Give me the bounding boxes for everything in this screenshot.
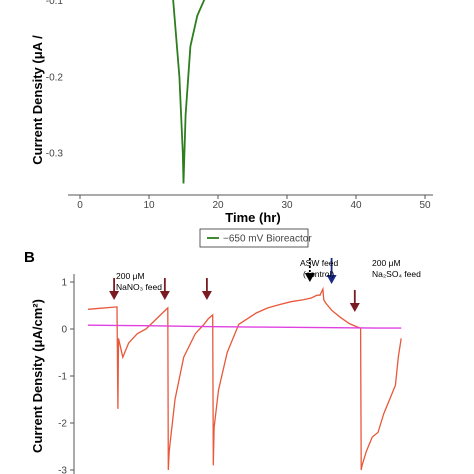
- panel-b-y-tick-label: -3: [58, 466, 67, 474]
- panel-b-y-tick-label: -1: [58, 372, 67, 383]
- panel-a-x-tick-label: 10: [143, 200, 155, 211]
- legend-entry-label: −650 mV Bioreactor: [223, 234, 312, 245]
- panel-a-y-ticks: -0.1 -0.2 -0.3: [46, 0, 64, 160]
- panel-a-x-tick-label: 0: [77, 200, 83, 211]
- annotation-nano3-line1: 200 μM: [116, 271, 145, 281]
- panel-b-y-ticks: 1 0 -1 -2 -3: [58, 278, 74, 474]
- feed-arrow-head: [159, 291, 170, 300]
- panel-a-x-ticks: 0 10 20 30 40 50: [77, 195, 431, 211]
- panel-a-x-tick-label: 50: [419, 200, 431, 211]
- feed-arrow-head: [349, 303, 360, 312]
- annotation-asw: ASW feed (control): [300, 258, 339, 279]
- panel-a-x-tick-label: 30: [281, 200, 293, 211]
- panel-a-x-tick-label: 40: [350, 200, 362, 211]
- panel-b: B Current Density (μA/cm²) 1 0 -1 -2 -3 200 …: [24, 249, 421, 474]
- annotation-na2so4-line2: Na₂SO₄ feed: [372, 269, 421, 279]
- panel-b-current-trace: [87, 286, 402, 471]
- panel-a-y-tick-label: -0.2: [46, 72, 64, 83]
- annotation-asw-line1: ASW feed: [300, 258, 339, 268]
- feed-arrow-head: [201, 291, 212, 300]
- feed-arrow-head: [304, 273, 315, 282]
- annotation-asw-line2: (control): [303, 269, 334, 279]
- panel-b-y-tick-label: -2: [58, 419, 67, 430]
- panel-b-letter: B: [24, 249, 35, 266]
- panel-b-series: [87, 286, 402, 471]
- feed-arrow-head: [326, 275, 337, 284]
- annotation-na2so4: 200 μM Na₂SO₄ feed: [372, 258, 421, 279]
- panel-b-y-tick-label: 1: [61, 278, 67, 289]
- annotation-na2so4-line1: 200 μM: [372, 258, 401, 268]
- panel-a-x-tick-label: 20: [212, 200, 224, 211]
- feed-arrow-head: [109, 291, 120, 300]
- panel-a-y-tick-label: -0.3: [46, 149, 64, 160]
- panel-b-y-tick-label: 0: [61, 325, 67, 336]
- panel-b-baseline-trace: [87, 324, 402, 329]
- panel-b-ylabel: Current Density (μA/cm²): [30, 299, 45, 453]
- panel-a-series-line: [172, 0, 206, 184]
- legend-box: [199, 228, 309, 248]
- panel-a-y-tick-label: -0.1: [46, 0, 64, 7]
- annotation-nano3: 200 μM NaNO₃ feed: [116, 271, 162, 292]
- annotation-nano3-line2: NaNO₃ feed: [116, 282, 162, 292]
- panel-a-xlabel: Time (hr): [225, 210, 280, 225]
- legend: −650 mV Bioreactor: [199, 228, 312, 248]
- panel-a: Current Density (μA / -0.1 -0.2 -0.3 0 10 20…: [30, 0, 433, 248]
- panel-b-feed-markers: [109, 258, 360, 312]
- panel-a-ylabel: Current Density (μA /: [30, 35, 45, 165]
- panel-a-series: [172, 0, 206, 184]
